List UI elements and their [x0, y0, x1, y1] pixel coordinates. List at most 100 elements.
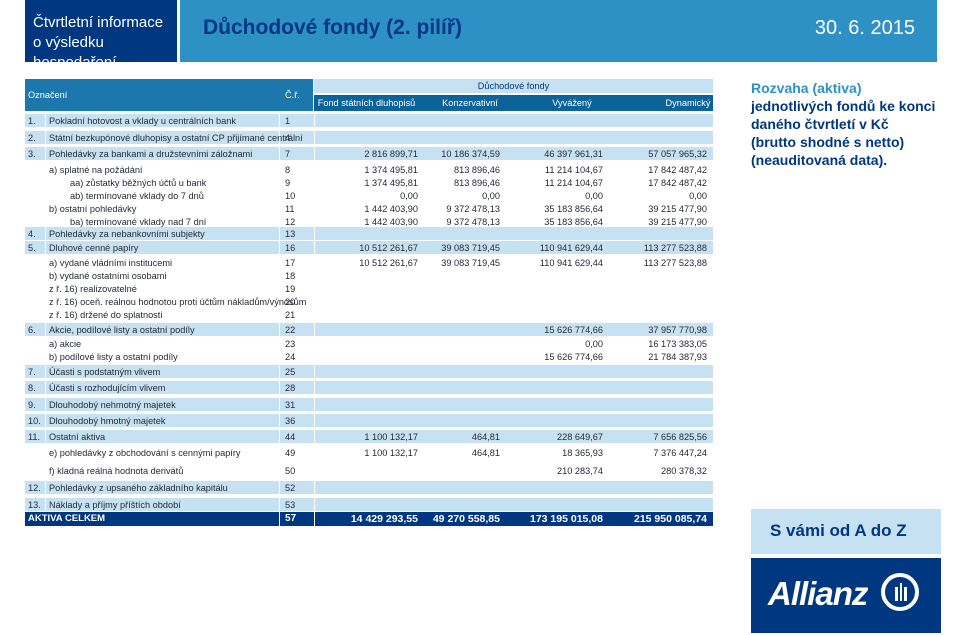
row-value: 10 512 261,67 — [359, 258, 418, 268]
row-label: z ř. 16) realizovatelné — [49, 284, 137, 294]
cell-divider — [314, 430, 315, 443]
row-value: 1 442 403,90 — [364, 204, 418, 214]
row-value: 15 626 774,66 — [544, 352, 603, 362]
row-label: Dlouhodobý nehmotný majetek — [49, 400, 176, 410]
cell-divider — [279, 430, 280, 443]
row-value: 0,00 — [400, 191, 418, 201]
row-line-no: 17 — [285, 258, 296, 268]
table-row: ab) termínované vklady do 7 dnů 10 0,00 0,0… — [25, 189, 713, 202]
table-row: 10. Dlouhodobý hmotný majetek 36 — [25, 414, 713, 427]
row-line-no: 22 — [285, 325, 296, 335]
table-row: 7. Účasti s podstatným vlivem 25 — [25, 365, 713, 378]
side-description: Rozvaha (aktiva) jednotlivých fondů ke k… — [751, 79, 941, 169]
row-value: 464,81 — [471, 448, 500, 458]
cell-divider — [279, 365, 280, 378]
row-value: 228 649,67 — [557, 432, 603, 442]
total-value: 14 429 293,55 — [350, 513, 418, 525]
cell-divider — [45, 131, 46, 144]
row-line-no: 25 — [285, 367, 296, 377]
cell-divider — [45, 147, 46, 160]
side-line: (neauditovaná data). — [751, 152, 888, 168]
cell-divider — [314, 241, 315, 254]
row-line-no: 18 — [285, 271, 296, 281]
slogan: S vámi od A do Z — [770, 521, 907, 540]
row-value: 17 842 487,42 — [648, 178, 707, 188]
row-value: 10 512 261,67 — [359, 243, 418, 253]
row-band — [25, 114, 713, 127]
total-label: AKTIVA CELKEM — [28, 513, 106, 524]
row-value: 280 378,32 — [661, 466, 707, 476]
cell-divider — [279, 241, 280, 254]
table-row: 11. Ostatní aktiva 44 1 100 132,17 464,81 228… — [25, 430, 713, 443]
row-label: ba) termínované vklady nad 7 dní — [70, 217, 207, 227]
cell-divider — [314, 414, 315, 427]
row-label: a) vydané vládními institucemi — [49, 258, 173, 268]
row-line-no: 11 — [285, 204, 295, 214]
eagle-icon — [881, 573, 919, 611]
cell-divider — [279, 323, 280, 336]
row-number: 6. — [28, 325, 36, 335]
table-row: 12. Pohledávky z upsaného základního kapi… — [25, 481, 713, 494]
row-band — [25, 498, 713, 511]
cell-divider — [279, 512, 280, 526]
row-band — [25, 227, 713, 240]
row-value: 1 100 132,17 — [364, 432, 418, 442]
row-band — [25, 147, 713, 160]
table-row: e) pohledávky z obchodování s cennými pa… — [25, 446, 713, 459]
cell-divider — [314, 481, 315, 494]
table-row: b) vydané ostatními osobami 18 — [25, 269, 713, 282]
row-label: aa) zůstatky běžných účtů u bank — [70, 178, 207, 188]
row-value: 39 083 719,45 — [441, 258, 500, 268]
row-line-no: 49 — [285, 448, 296, 458]
row-value: 21 784 387,93 — [648, 352, 707, 362]
row-value: 1 100 132,17 — [364, 448, 418, 458]
row-value: 35 183 856,64 — [544, 217, 603, 227]
cell-divider — [45, 398, 46, 411]
table-row: 9. Dlouhodobý nehmotný majetek 31 — [25, 398, 713, 411]
row-band — [25, 398, 713, 411]
row-band — [25, 381, 713, 394]
row-label: z ř. 16) oceň. reálnou hodnotou proti úč… — [49, 297, 307, 307]
row-line-no: 21 — [285, 310, 296, 320]
row-number: 1. — [28, 116, 36, 126]
row-label: Účasti s rozhodujícím vlivem — [49, 383, 166, 393]
row-line-no: 8 — [285, 165, 291, 175]
cell-divider — [314, 147, 315, 160]
cell-divider — [45, 481, 46, 494]
row-band — [25, 481, 713, 494]
row-value: 113 277 523,88 — [643, 243, 707, 253]
row-number: 5. — [28, 243, 36, 253]
cell-divider — [45, 414, 46, 427]
row-value: 9 372 478,13 — [446, 217, 500, 227]
row-line-no: 44 — [285, 432, 296, 442]
row-value: 15 626 774,66 — [544, 325, 603, 335]
side-line: jednotlivých fondů ke konci — [751, 98, 936, 114]
row-label: ab) termínované vklady do 7 dnů — [70, 191, 204, 201]
row-number: 8. — [28, 383, 36, 393]
row-number: 2. — [28, 133, 36, 143]
cell-divider — [314, 512, 315, 526]
row-line-no: 52 — [285, 483, 296, 493]
row-line-no: 50 — [285, 466, 296, 476]
row-value: 464,81 — [471, 432, 500, 442]
cell-divider — [279, 498, 280, 511]
row-number: 7. — [28, 367, 36, 377]
row-line-no: 36 — [285, 416, 296, 426]
cell-divider — [45, 114, 46, 127]
table-row: a) splatné na požádání 8 1 374 495,81 813 8… — [25, 163, 713, 176]
row-value: 17 842 487,42 — [648, 165, 707, 175]
row-number: 13. — [28, 500, 41, 510]
cell-divider — [314, 114, 315, 127]
table-row: 4. Pohledávky za nebankovními subjekty 13 — [25, 227, 713, 240]
row-value: 11 214 104,67 — [544, 178, 603, 188]
row-band — [25, 414, 713, 427]
cell-divider — [314, 323, 315, 336]
header-label: Označení — [28, 90, 68, 100]
cell-divider — [279, 114, 280, 127]
total-value: 215 950 085,74 — [634, 513, 707, 525]
fund-group-title: Důchodové fondy — [477, 81, 550, 91]
table-row: a) vydané vládními institucemi 17 10 512 2… — [25, 256, 713, 269]
cell-divider — [279, 414, 280, 427]
table-row: z ř. 16) oceň. reálnou hodnotou proti úč… — [25, 295, 713, 308]
row-value: 210 283,74 — [557, 466, 603, 476]
